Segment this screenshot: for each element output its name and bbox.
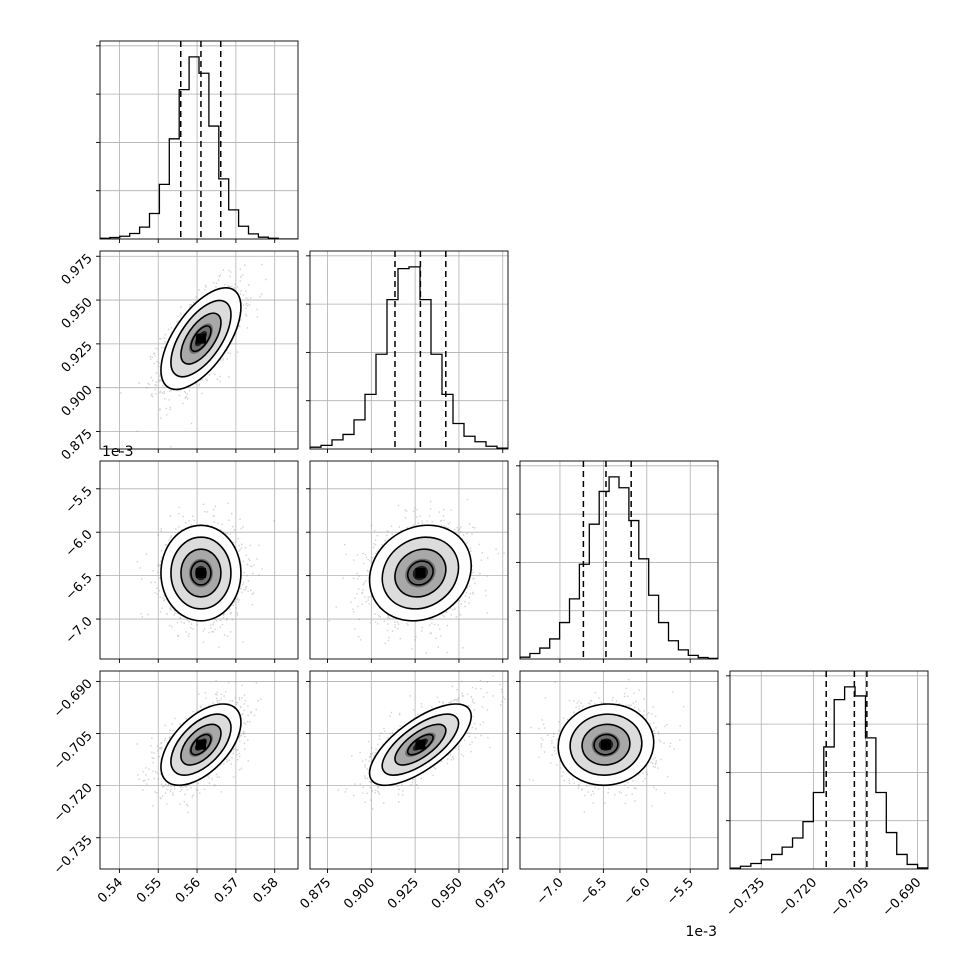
density-contour (381, 713, 460, 776)
density-panel-1-2 (96, 250, 299, 453)
density-content (520, 671, 718, 869)
y-tick-label: −0.720 (51, 781, 96, 826)
density-contour (170, 536, 232, 610)
density-panel-1-4 (96, 670, 299, 873)
x-tick-label: 0.54 (95, 875, 126, 906)
density-contour (406, 733, 434, 756)
panel-frame (729, 670, 929, 870)
density-peak (600, 739, 611, 750)
density-contour (160, 286, 242, 391)
density-contour (581, 723, 631, 766)
x-tick-label: 0.55 (134, 875, 165, 906)
x-tick-label: −0.690 (880, 875, 925, 920)
panel-frame (99, 460, 299, 660)
hist-bars (730, 686, 928, 869)
x-tick-label: −0.720 (776, 875, 821, 920)
y-tick-label: 0.875 (59, 427, 96, 464)
panel-frame (99, 40, 299, 240)
x-tick-label: 0.57 (212, 875, 243, 906)
hist-bars (310, 266, 508, 449)
panel-frame (99, 250, 299, 450)
density-contour (394, 723, 447, 766)
y-tick-label: −6.0 (63, 527, 96, 560)
hist-bars (100, 56, 298, 239)
x-tick-label: −5.5 (664, 875, 697, 908)
density-contour (557, 703, 655, 787)
y-tick-label: −0.690 (51, 676, 96, 721)
x-tick-label: 0.975 (473, 875, 510, 912)
x-tick-label: −6.0 (621, 875, 654, 908)
density-content (310, 671, 508, 869)
density-panel-2-4 (306, 670, 509, 873)
density-peak (195, 568, 206, 579)
density-contour (593, 733, 619, 756)
hist-panel-3 (516, 460, 719, 663)
density-content (100, 671, 298, 869)
y-tick-label: −0.735 (51, 833, 96, 878)
y-tick-label: 0.925 (59, 339, 96, 376)
density-contour (160, 524, 242, 622)
histogram-step (100, 56, 298, 239)
x-axis-offset-label: 1e-3 (686, 924, 717, 940)
density-contour (368, 703, 473, 787)
density-contour (160, 703, 242, 787)
x-tick-label: −6.5 (577, 875, 610, 908)
hist-bars (520, 476, 718, 659)
panel-frame (99, 670, 299, 870)
panel-frame (309, 460, 509, 660)
panel-frame (519, 670, 719, 870)
density-contour (381, 536, 460, 610)
density-contour (190, 560, 212, 586)
density-contour (180, 548, 222, 598)
x-tick-label: 0.925 (385, 875, 422, 912)
density-contour (190, 733, 212, 756)
density-contour (170, 299, 232, 378)
panel-frame (309, 670, 509, 870)
y-axis-offset-label: 1e-3 (102, 444, 133, 460)
density-peak (195, 333, 206, 344)
density-content (100, 461, 298, 659)
x-tick-label: 0.58 (250, 875, 281, 906)
density-contour (180, 723, 222, 766)
density-contour (170, 713, 232, 776)
x-tick-label: 0.950 (429, 875, 466, 912)
x-tick-label: 0.56 (173, 875, 204, 906)
density-contour (569, 713, 643, 776)
density-contour (368, 524, 473, 622)
density-panel-1-3 (96, 460, 299, 663)
density-peak (415, 739, 426, 750)
density-contour (190, 325, 212, 353)
hist-panel-1 (96, 40, 299, 243)
x-tick-label: 0.900 (341, 875, 378, 912)
y-tick-label: 0.950 (59, 295, 96, 332)
y-tick-label: −5.5 (63, 484, 96, 517)
x-tick-label: 0.875 (297, 875, 334, 912)
x-tick-label: −0.705 (828, 875, 873, 920)
density-contour (394, 548, 447, 598)
x-tick-label: −0.735 (723, 875, 768, 920)
histogram-step (520, 476, 718, 659)
density-panel-3-4 (516, 670, 719, 873)
y-tick-label: −0.705 (51, 729, 96, 774)
panel-frame (309, 250, 509, 450)
density-contour (406, 560, 434, 586)
histogram-step (310, 266, 508, 449)
hist-panel-2 (306, 250, 509, 453)
histogram-step (730, 686, 928, 869)
x-tick-label: −7.0 (534, 875, 567, 908)
density-peak (415, 568, 426, 579)
panel-frame (519, 460, 719, 660)
density-contour (180, 312, 222, 365)
density-panel-2-3 (306, 460, 509, 663)
y-tick-label: 0.975 (59, 251, 96, 288)
y-tick-label: −7.0 (63, 614, 96, 647)
density-content (100, 251, 298, 449)
density-peak (195, 739, 206, 750)
density-content (310, 461, 508, 659)
y-tick-label: 0.900 (59, 383, 96, 420)
y-tick-label: −6.5 (63, 571, 96, 604)
hist-panel-4 (726, 670, 929, 870)
